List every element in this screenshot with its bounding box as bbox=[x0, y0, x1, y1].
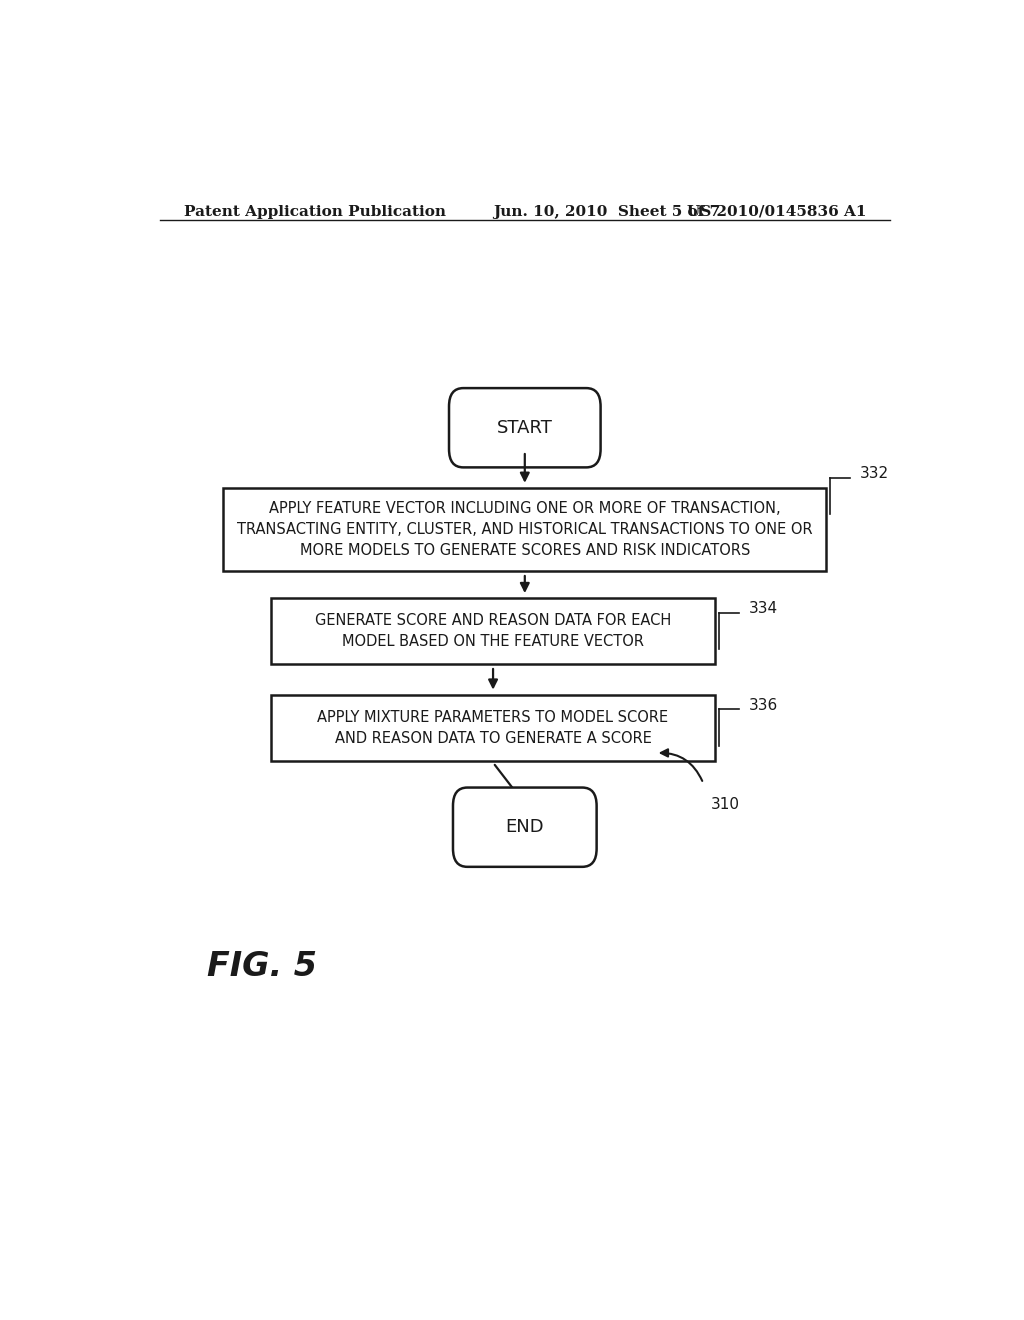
Text: 332: 332 bbox=[860, 466, 889, 480]
FancyBboxPatch shape bbox=[223, 487, 826, 572]
FancyBboxPatch shape bbox=[270, 694, 715, 760]
Text: 334: 334 bbox=[749, 601, 777, 616]
Text: US 2010/0145836 A1: US 2010/0145836 A1 bbox=[686, 205, 866, 219]
Text: GENERATE SCORE AND REASON DATA FOR EACH
MODEL BASED ON THE FEATURE VECTOR: GENERATE SCORE AND REASON DATA FOR EACH … bbox=[315, 612, 671, 649]
FancyBboxPatch shape bbox=[270, 598, 715, 664]
Text: APPLY MIXTURE PARAMETERS TO MODEL SCORE
AND REASON DATA TO GENERATE A SCORE: APPLY MIXTURE PARAMETERS TO MODEL SCORE … bbox=[317, 710, 669, 746]
Text: 336: 336 bbox=[749, 698, 778, 713]
Text: Jun. 10, 2010  Sheet 5 of 7: Jun. 10, 2010 Sheet 5 of 7 bbox=[494, 205, 720, 219]
Text: Patent Application Publication: Patent Application Publication bbox=[183, 205, 445, 219]
Text: END: END bbox=[506, 818, 544, 836]
FancyBboxPatch shape bbox=[453, 788, 597, 867]
FancyBboxPatch shape bbox=[449, 388, 601, 467]
Text: APPLY FEATURE VECTOR INCLUDING ONE OR MORE OF TRANSACTION,
TRANSACTING ENTITY, C: APPLY FEATURE VECTOR INCLUDING ONE OR MO… bbox=[237, 500, 813, 558]
Text: FIG. 5: FIG. 5 bbox=[207, 950, 317, 983]
FancyArrowPatch shape bbox=[660, 750, 702, 781]
Text: START: START bbox=[497, 418, 553, 437]
Text: 310: 310 bbox=[712, 797, 740, 812]
